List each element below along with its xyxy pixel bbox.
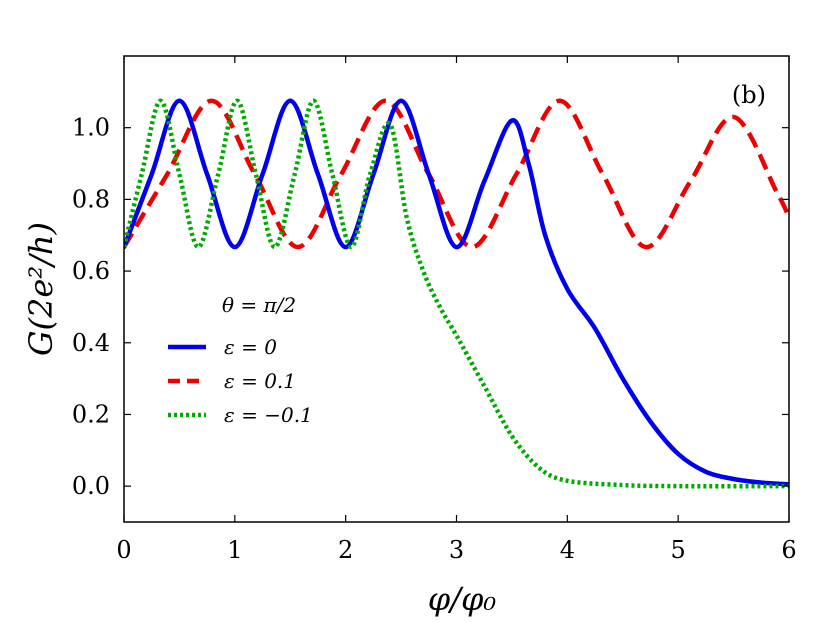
x-tick-label: 4 [560, 536, 575, 564]
y-axis-label: G(2e²/h) [22, 222, 60, 356]
legend-label-0: ε = 0 [224, 335, 277, 359]
series-line-0 [124, 98, 789, 487]
x-axis-label: φ/φ₀ [428, 580, 497, 618]
plot-frame [123, 55, 790, 523]
series-line-1 [124, 98, 789, 250]
y-tick-label: 0.2 [72, 400, 110, 428]
legend-entries: ε = 0 ε = 0.1 ε = −0.1 [168, 335, 313, 427]
legend-label-2: ε = −0.1 [224, 403, 313, 427]
legend-title: θ = π/2 [222, 293, 296, 317]
x-tick-label: 2 [338, 536, 353, 564]
axis-ticks: 0 1 2 3 4 5 6 0.0 0.2 0.4 0.6 0.8 1.0 [72, 56, 797, 564]
y-tick-label: 1.0 [72, 114, 110, 142]
x-tick-label: 5 [671, 536, 686, 564]
y-tick-label: 0.4 [72, 329, 110, 357]
y-tick-label: 0.8 [72, 185, 110, 213]
series-layer [124, 98, 789, 489]
series-line-2 [124, 98, 789, 489]
x-tick-label: 0 [116, 536, 131, 564]
y-tick-label: 0.0 [72, 472, 110, 500]
legend: θ = π/2 ε = 0 ε = 0.1 ε = −0.1 [168, 293, 313, 427]
y-tick-label: 0.6 [72, 257, 110, 285]
x-tick-label: 6 [781, 536, 796, 564]
x-tick-label: 1 [227, 536, 242, 564]
panel-label: (b) [732, 81, 766, 109]
x-tick-label: 3 [449, 536, 464, 564]
legend-label-1: ε = 0.1 [224, 369, 296, 393]
